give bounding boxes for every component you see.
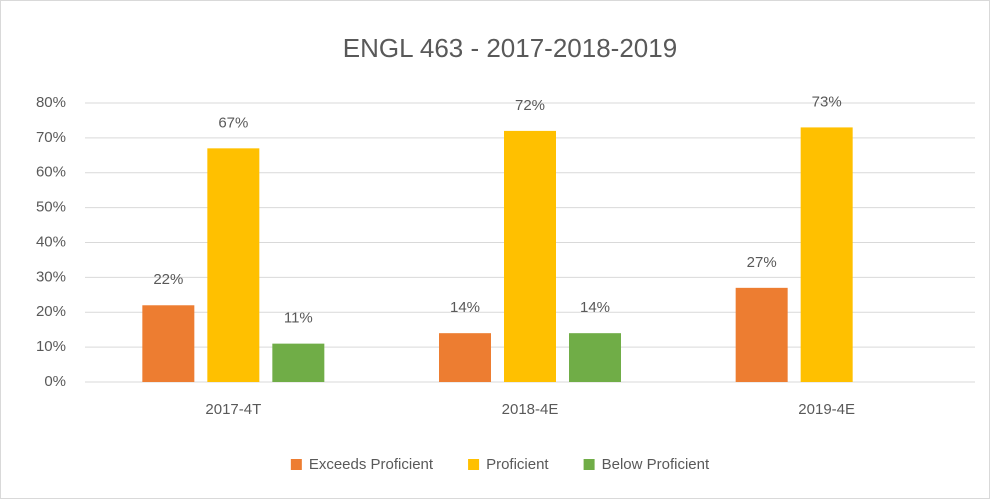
legend-swatch	[468, 459, 480, 470]
data-label: 14%	[580, 299, 610, 316]
y-tick-label: 70%	[36, 129, 66, 146]
legend-swatch	[290, 459, 302, 470]
data-label: 27%	[747, 254, 777, 271]
bar	[735, 287, 788, 382]
y-tick-label: 50%	[36, 199, 66, 216]
bar	[272, 343, 325, 382]
legend-label: Exceeds Proficient	[309, 456, 434, 473]
x-tick-label: 2019-4E	[798, 401, 855, 418]
bar	[504, 130, 556, 382]
data-label: 11%	[284, 310, 313, 327]
bar	[207, 148, 260, 382]
y-tick-label: 60%	[36, 164, 66, 181]
y-tick-label: 30%	[36, 268, 66, 285]
data-label: 72%	[515, 97, 545, 114]
bar	[569, 333, 621, 382]
y-tick-label: 0%	[44, 373, 66, 390]
chart-title: ENGL 463 - 2017-2018-2019	[343, 33, 677, 63]
y-tick-label: 80%	[36, 94, 66, 111]
y-tick-label: 20%	[36, 303, 66, 320]
y-tick-label: 10%	[36, 338, 66, 355]
x-tick-label: 2017-4T	[205, 401, 261, 418]
y-tick-label: 40%	[36, 233, 66, 250]
data-label: 67%	[218, 114, 248, 131]
data-label: 73%	[812, 93, 842, 110]
legend-swatch	[583, 459, 595, 470]
legend-label: Below Proficient	[602, 456, 710, 473]
bar	[142, 305, 195, 382]
bar	[800, 127, 853, 382]
data-label: 22%	[153, 271, 183, 288]
data-label: 14%	[450, 299, 480, 316]
legend-label: Proficient	[486, 456, 549, 473]
bar	[439, 333, 491, 382]
x-tick-label: 2018-4E	[502, 401, 559, 418]
